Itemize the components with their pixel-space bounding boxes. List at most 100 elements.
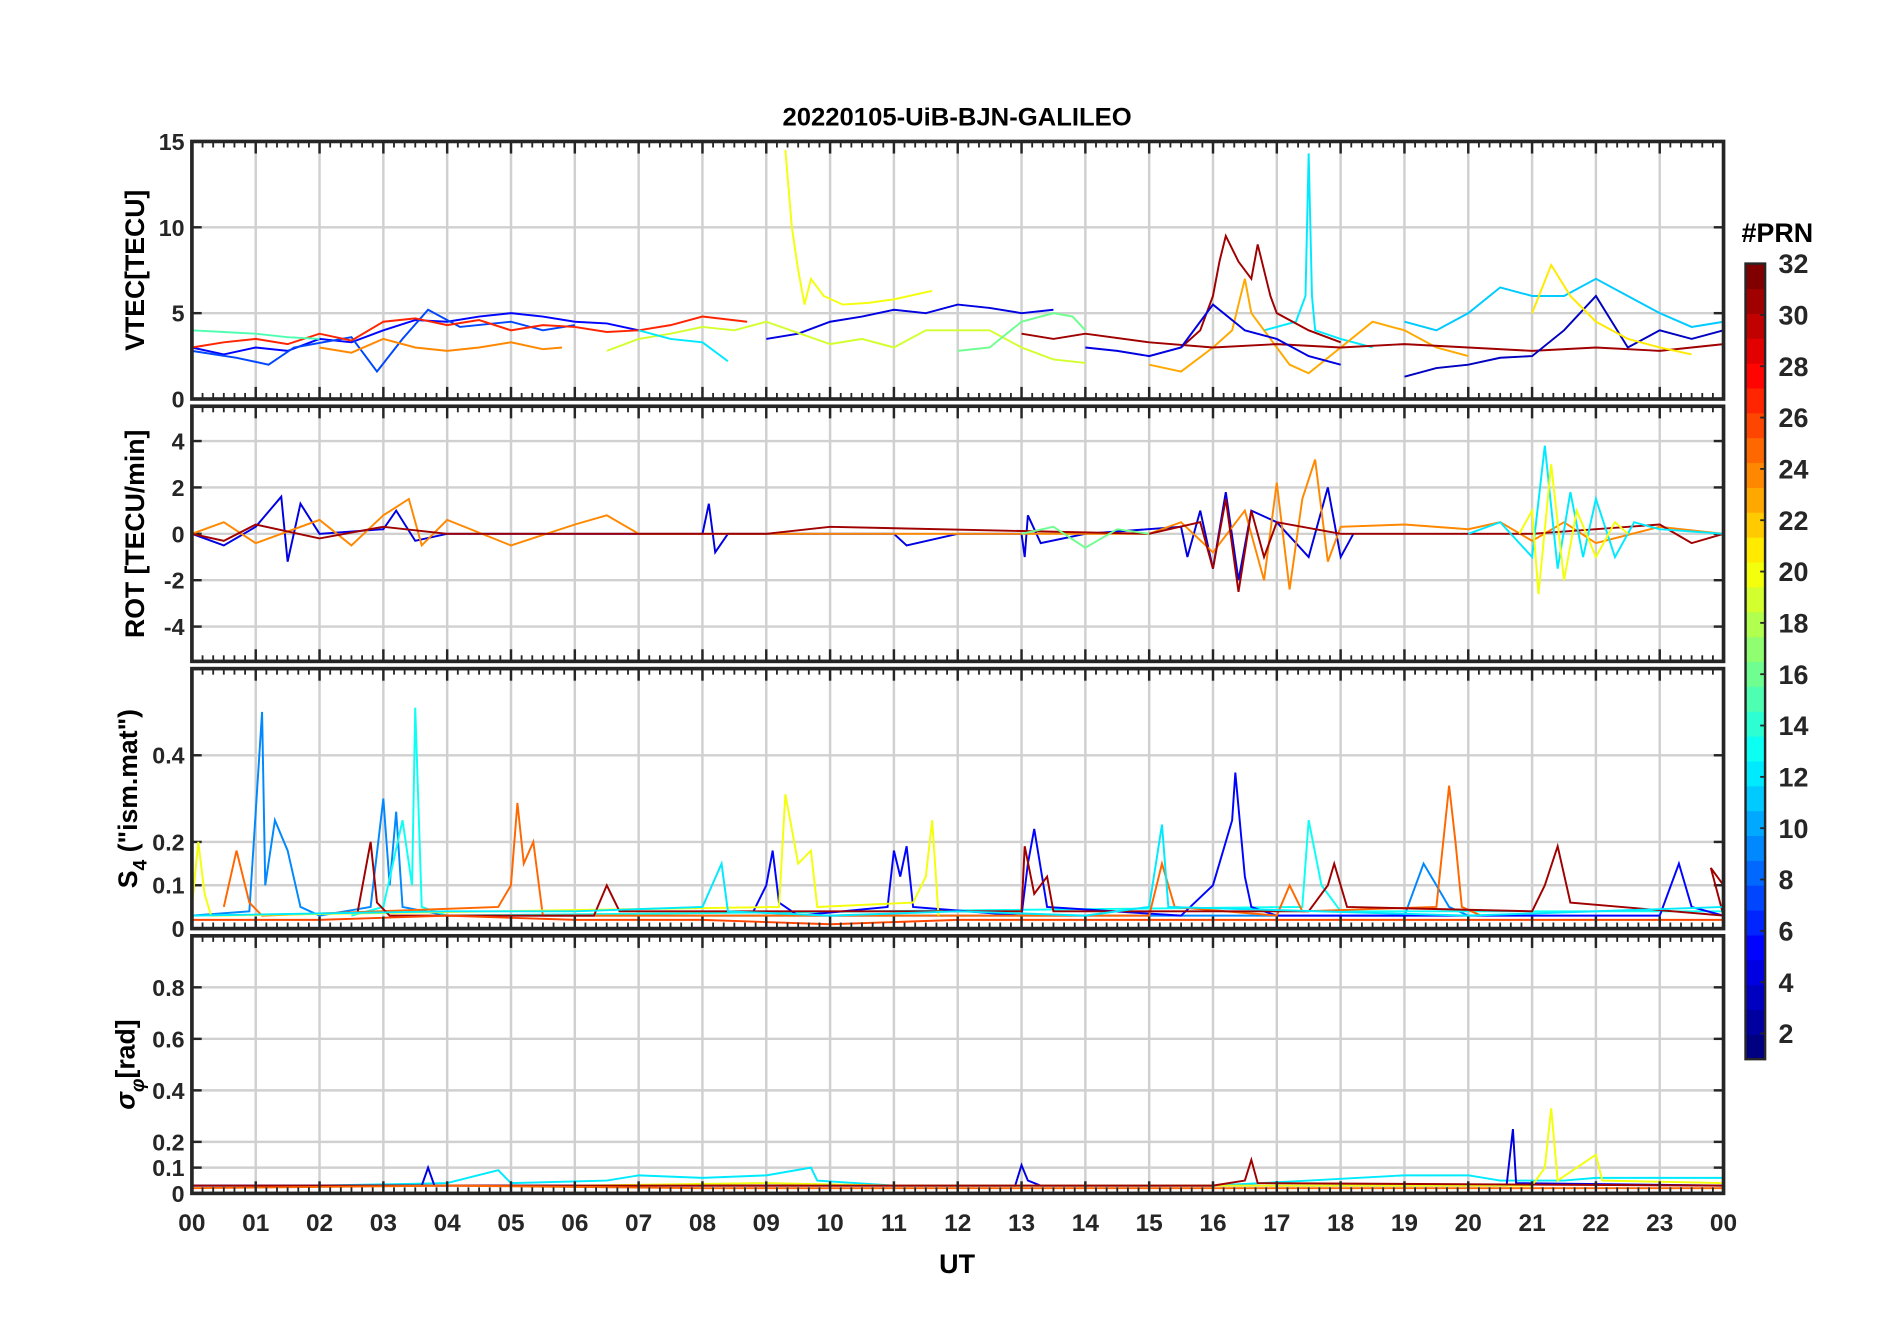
x-tick-label: 10 [816, 1210, 843, 1237]
y-tick-label: 0 [172, 1181, 185, 1207]
y-axis-label-subscript: 4 [130, 860, 152, 871]
colorbar-segment [1745, 785, 1766, 812]
series-prn-16 [957, 312, 1087, 352]
y-tick-label: 0.2 [152, 1129, 184, 1155]
x-tick-label: 14 [1072, 1210, 1100, 1237]
colorbar-segment [1745, 984, 1766, 1011]
series-prn-12 [191, 824, 1724, 917]
series-prn-12 [1467, 445, 1724, 569]
colorbar-segment [1745, 810, 1766, 837]
colorbar-segment [1745, 860, 1766, 886]
y-tick-label: 15 [159, 129, 185, 155]
x-tick-label: 19 [1391, 1210, 1418, 1237]
colorbar-segment [1745, 711, 1766, 737]
x-tick-label: 09 [753, 1210, 780, 1237]
y-axis-label: S4 ("ism.mat") [113, 709, 152, 888]
y-tick-label: 0 [172, 521, 185, 547]
colorbar-segment [1745, 835, 1766, 861]
series-prn-31 [1021, 332, 1724, 352]
series-prn-27 [191, 315, 748, 349]
series-group [191, 707, 1724, 926]
colorbar-segment [1745, 959, 1766, 986]
series-prn-4 [1085, 303, 1341, 366]
colorbar-segment [1745, 735, 1766, 762]
series-prn-23 [1148, 278, 1469, 375]
colorbar-tick-label: 16 [1779, 660, 1809, 690]
y-tick-label: 10 [159, 215, 185, 241]
colorbar-segment [1745, 661, 1766, 687]
x-tick-label: 07 [625, 1210, 652, 1237]
x-tick-label: 17 [1263, 1210, 1290, 1237]
x-tick-label: 00 [1710, 1210, 1737, 1237]
y-tick-label: 0.8 [152, 975, 184, 1001]
x-tick-label: 04 [434, 1210, 462, 1237]
colorbar-tick-label: 2 [1779, 1019, 1794, 1049]
series-prn-11 [1404, 277, 1724, 332]
colorbar-segment [1745, 338, 1766, 364]
series-prn-24 [319, 337, 563, 354]
colorbar-segment [1745, 363, 1766, 389]
colorbar-segment [1745, 437, 1766, 464]
colorbar-segment [1745, 487, 1766, 513]
x-tick-label: 22 [1582, 1210, 1609, 1237]
y-tick-label: 0 [172, 916, 185, 942]
axes-frame [190, 139, 1726, 401]
panel-4: 00.10.20.40.60.8σφ[rad] [110, 934, 1726, 1207]
y-tick-label: 4 [172, 429, 185, 455]
y-tick-label: 2 [172, 475, 185, 501]
y-tick-label: -2 [164, 568, 185, 594]
x-tick-label: 05 [497, 1210, 524, 1237]
panel-3: 00.10.20.4S4 ("ism.mat") [113, 666, 1726, 942]
x-tick-label: 03 [370, 1210, 397, 1237]
series-prn-12 [1263, 153, 1373, 349]
y-tick-label: 0.2 [152, 830, 184, 856]
colorbar-segment [1745, 611, 1766, 638]
series-prn-20 [784, 149, 933, 306]
series-prn-19 [606, 320, 1086, 364]
y-axis-label-rest: [rad] [110, 1019, 140, 1078]
colorbar-tick-label: 6 [1779, 917, 1794, 947]
colorbar-segment [1745, 760, 1766, 787]
panel-1: 0 5 10 15 VTEC[TECU] [120, 129, 1726, 413]
colorbar-segment [1745, 561, 1766, 588]
colorbar-tick-label: 8 [1779, 865, 1794, 895]
series-prn-7 [191, 308, 576, 374]
y-tick-label: 5 [172, 301, 185, 327]
series-prn-31 [356, 841, 1724, 917]
x-tick-label: 15 [1136, 1210, 1163, 1237]
x-tick-label: 21 [1518, 1210, 1545, 1237]
colorbar-segment [1745, 462, 1766, 488]
series-prn-5 [191, 312, 639, 356]
y-axis-label-main: S [113, 871, 143, 889]
colorbar-segment [1745, 313, 1766, 339]
colorbar-segment [1745, 412, 1766, 439]
x-tick-label: 16 [1199, 1210, 1226, 1237]
x-tick-label: 01 [242, 1210, 269, 1237]
colorbar-tick-label: 4 [1779, 968, 1794, 998]
axes-frame [190, 934, 1726, 1196]
colorbar-tick-label: 12 [1779, 763, 1809, 793]
axes-frame [190, 666, 1726, 931]
series-prn-3 [1404, 294, 1724, 378]
colorbar-tick-label: 32 [1779, 249, 1809, 279]
series-prn-20 [1518, 464, 1629, 595]
y-tick-label: -4 [164, 614, 185, 640]
series-group [191, 149, 1724, 378]
x-axis-label: UT [939, 1249, 976, 1279]
y-tick-label: 0 [172, 387, 185, 413]
series-prn-4 [191, 1128, 1724, 1187]
y-axis-label: VTEC[TECU] [120, 190, 150, 351]
colorbar-segment [1745, 1034, 1766, 1060]
colorbar-tick-label: 20 [1779, 557, 1809, 587]
y-axis-label-main: σ [110, 1091, 140, 1110]
y-tick-label: 0.4 [152, 1078, 184, 1104]
y-tick-label: 0.4 [152, 743, 184, 769]
colorbar-tick-label: 14 [1779, 711, 1809, 741]
colorbar-segment [1745, 686, 1766, 712]
series-prn-16 [1021, 525, 1150, 549]
y-tick-label: 0.6 [152, 1026, 184, 1052]
y-axis-label: ROT [TECU/min] [120, 430, 150, 638]
axes-frame [190, 404, 1726, 664]
